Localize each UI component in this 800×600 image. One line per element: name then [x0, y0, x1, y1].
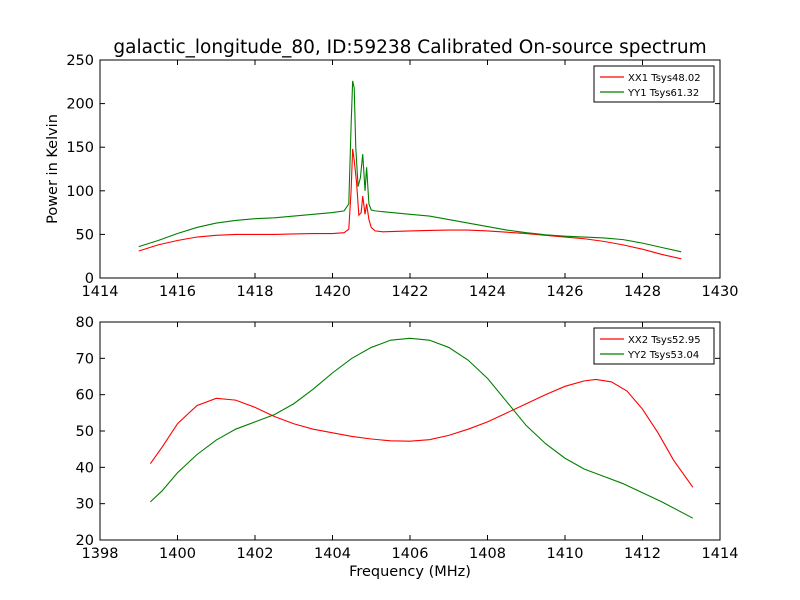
- y-tick-label: 70: [76, 351, 94, 367]
- y-axis-label-top: Power in Kelvin: [45, 114, 61, 224]
- axes-bottom: 1398 1400 1402 1404 1406 1408 1410 1412 1414 20 30…: [76, 315, 739, 562]
- series-lines-bottom: [149, 337, 694, 519]
- y-tick-label: 60: [76, 388, 94, 404]
- series-line-1-0: [149, 378, 694, 488]
- x-tick-label: 1414: [702, 546, 739, 562]
- legend-box: [593, 327, 715, 365]
- x-tick-label: 1418: [237, 284, 274, 300]
- y-tick-label: 30: [76, 497, 94, 513]
- y-tick-label: 0: [85, 271, 94, 287]
- series-line-0-1: [138, 80, 682, 253]
- x-tick-label: 1412: [624, 546, 661, 562]
- x-tick-label: 1426: [547, 284, 584, 300]
- axes-top: 1414 1416 1418 1420 1422 1424 1426 1428 1430 0 50 1…: [66, 53, 738, 300]
- x-tick-label: 1420: [314, 284, 351, 300]
- top-panel: galactic_longitude_80, ID:59238 Calibrat…: [45, 37, 738, 300]
- x-tick-label: 1422: [392, 284, 429, 300]
- x-tick-label: 1404: [314, 546, 351, 562]
- x-tick-label: 1430: [702, 284, 739, 300]
- x-tick-label: 1402: [237, 546, 274, 562]
- x-tick-label: 1428: [624, 284, 661, 300]
- legend-bottom: XX2 Tsys52.95 YY2 Tsys53.04: [593, 327, 715, 365]
- series-lines-top: [138, 80, 682, 260]
- y-tick-label: 40: [76, 460, 94, 476]
- y-tick-label: 50: [76, 424, 94, 440]
- y-tick-label: 150: [66, 140, 94, 156]
- legend-entry-label: YY2 Tsys53.04: [627, 350, 699, 361]
- x-tick-label: 1424: [469, 284, 506, 300]
- legend-entry-label: XX2 Tsys52.95: [628, 335, 701, 346]
- y-tick-label: 200: [66, 97, 94, 113]
- x-tick-label: 1414: [82, 284, 119, 300]
- series-line-0-0: [138, 148, 682, 260]
- series-line-1-1: [149, 337, 694, 519]
- y-tick-label: 80: [76, 315, 94, 331]
- x-tick-label: 1400: [159, 546, 196, 562]
- legend-entry-label: XX1 Tsys48.02: [628, 73, 701, 84]
- y-tick-label: 50: [76, 227, 94, 243]
- bottom-panel: 1398 1400 1402 1404 1406 1408 1410 1412 1414 20 30…: [76, 315, 739, 580]
- y-tick-label: 100: [66, 184, 94, 200]
- x-axis-label-bottom: Frequency (MHz): [349, 564, 471, 580]
- x-tick-label: 1410: [547, 546, 584, 562]
- legend-entry-label: YY1 Tsys61.32: [627, 88, 699, 99]
- legend-box: [593, 65, 715, 103]
- x-tick-label: 1408: [469, 546, 506, 562]
- y-tick-label: 250: [66, 53, 94, 69]
- x-tick-label: 1406: [392, 546, 429, 562]
- chart-title: galactic_longitude_80, ID:59238 Calibrat…: [113, 37, 706, 58]
- legend-top: XX1 Tsys48.02 YY1 Tsys61.32: [593, 65, 715, 103]
- x-tick-label: 1398: [82, 546, 119, 562]
- x-tick-label: 1416: [159, 284, 196, 300]
- y-tick-label: 20: [76, 533, 94, 549]
